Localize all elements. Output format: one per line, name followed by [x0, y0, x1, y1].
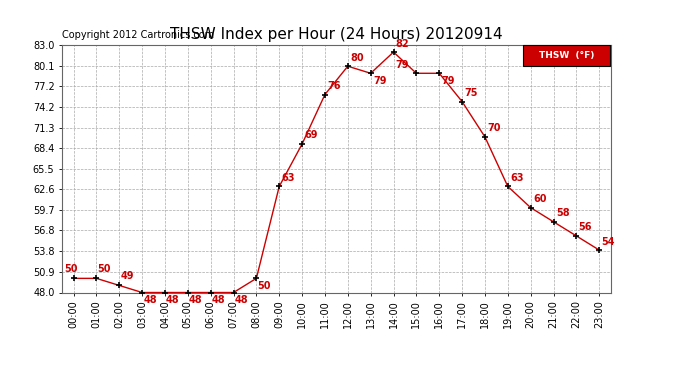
Title: THSW Index per Hour (24 Hours) 20120914: THSW Index per Hour (24 Hours) 20120914 [170, 27, 503, 42]
Text: 76: 76 [327, 81, 341, 91]
Text: 48: 48 [166, 295, 179, 305]
Text: 48: 48 [144, 295, 157, 305]
Text: THSW  (°F): THSW (°F) [538, 51, 594, 60]
Text: 75: 75 [464, 88, 478, 98]
Text: 58: 58 [556, 208, 569, 218]
Text: 48: 48 [235, 295, 248, 305]
Text: 56: 56 [579, 222, 592, 232]
Text: 49: 49 [120, 271, 134, 281]
Text: 60: 60 [533, 194, 546, 204]
Text: 50: 50 [97, 264, 111, 274]
Text: 79: 79 [396, 60, 409, 70]
Text: 50: 50 [257, 281, 271, 291]
Text: 63: 63 [282, 173, 295, 183]
Text: 82: 82 [396, 39, 409, 48]
FancyBboxPatch shape [523, 45, 609, 66]
Text: 69: 69 [304, 130, 318, 141]
Text: 79: 79 [373, 76, 386, 86]
Text: 70: 70 [487, 123, 501, 134]
Text: 80: 80 [350, 53, 364, 63]
Text: 48: 48 [212, 295, 226, 305]
Text: 79: 79 [442, 76, 455, 86]
Text: Copyright 2012 Cartronics.com: Copyright 2012 Cartronics.com [62, 30, 214, 40]
Text: 50: 50 [64, 264, 78, 274]
Text: 54: 54 [602, 237, 615, 246]
Text: 48: 48 [189, 295, 203, 305]
Text: 63: 63 [510, 173, 524, 183]
